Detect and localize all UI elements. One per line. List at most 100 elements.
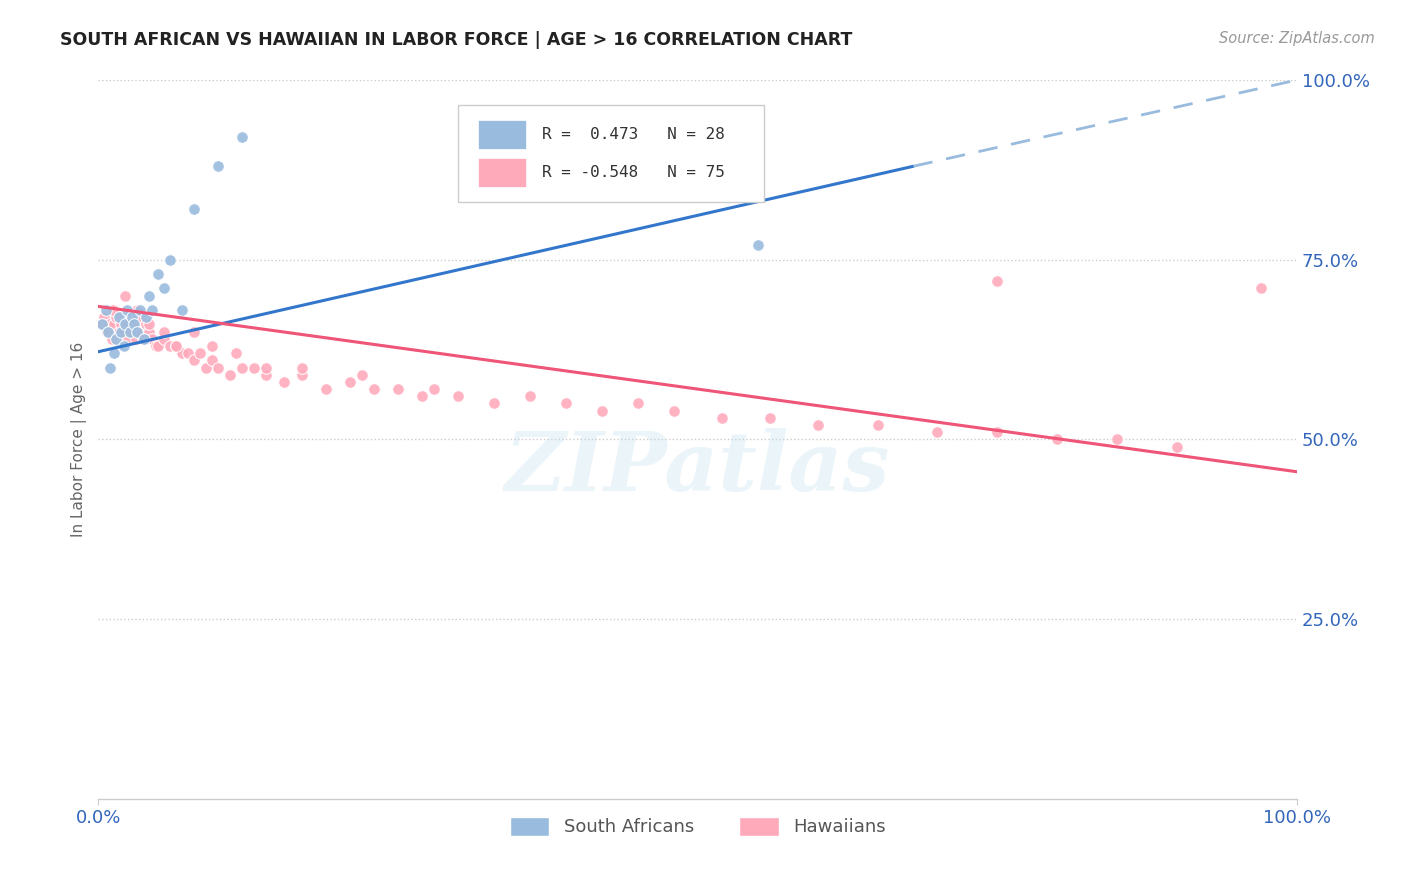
Text: R =  0.473   N = 28: R = 0.473 N = 28 [541,128,724,143]
Point [172,346,194,360]
Point [114,288,136,302]
Point [165,339,187,353]
Point [291,360,314,375]
Point [153,332,176,346]
Point [107,325,129,339]
Point [243,360,266,375]
Point [183,202,205,217]
Point [148,339,170,353]
Point [207,360,229,375]
Point [125,325,148,339]
Point [291,368,314,382]
Point [363,382,385,396]
Point [138,288,160,302]
Point [138,318,160,332]
Point [207,159,229,173]
Point [101,303,124,318]
Point [125,303,148,318]
Y-axis label: In Labor Force | Age > 16: In Labor Force | Age > 16 [72,342,87,537]
Point [806,417,828,432]
Point [165,339,187,353]
Point [138,325,160,339]
Point [153,281,176,295]
Point [627,396,650,410]
Point [115,303,138,318]
Point [352,368,374,382]
Point [96,325,118,339]
Point [519,389,541,403]
Point [135,310,157,325]
Point [145,339,167,353]
Point [103,346,125,360]
Point [105,332,128,346]
Point [986,274,1008,288]
Point [129,303,152,318]
Point [172,303,194,318]
Point [986,425,1008,440]
FancyBboxPatch shape [458,105,763,202]
Point [1250,281,1272,295]
Point [135,318,157,332]
Point [387,382,409,396]
Point [254,368,277,382]
Point [121,310,143,325]
Point [254,360,277,375]
Point [339,375,361,389]
Point [129,310,152,325]
Point [141,303,163,318]
Point [231,360,253,375]
Point [591,403,613,417]
Point [141,332,163,346]
Point [94,303,117,318]
Point [97,325,120,339]
Point [153,325,176,339]
Point [91,318,114,332]
Point [159,252,181,267]
Point [201,339,224,353]
Point [131,332,153,346]
Point [105,310,128,325]
Point [107,310,129,325]
Point [110,325,132,339]
Point [100,332,122,346]
Point [110,318,132,332]
Point [927,425,949,440]
Point [1107,433,1129,447]
Text: Source: ZipAtlas.com: Source: ZipAtlas.com [1219,31,1375,46]
Point [91,318,114,332]
Point [93,310,115,325]
Point [1166,440,1188,454]
Point [120,325,142,339]
Point [482,396,505,410]
Point [710,410,733,425]
Point [122,318,145,332]
Text: ZIPatlas: ZIPatlas [505,428,890,508]
Point [115,318,138,332]
Point [183,325,205,339]
Point [201,353,224,368]
Point [554,396,576,410]
Point [411,389,433,403]
Point [118,325,141,339]
Point [273,375,295,389]
Point [662,403,685,417]
Point [159,339,181,353]
Point [315,382,337,396]
Point [124,332,146,346]
Point [117,332,139,346]
Point [225,346,247,360]
Point [866,417,889,432]
Text: R = -0.548   N = 75: R = -0.548 N = 75 [541,165,724,180]
Point [148,267,170,281]
Point [98,318,121,332]
Point [103,318,125,332]
Legend: South Africans, Hawaiians: South Africans, Hawaiians [502,809,893,844]
Point [219,368,242,382]
Point [112,325,135,339]
Point [177,346,200,360]
Point [188,346,211,360]
Point [447,389,470,403]
Point [1046,433,1069,447]
Point [231,130,253,145]
Point [112,339,135,353]
